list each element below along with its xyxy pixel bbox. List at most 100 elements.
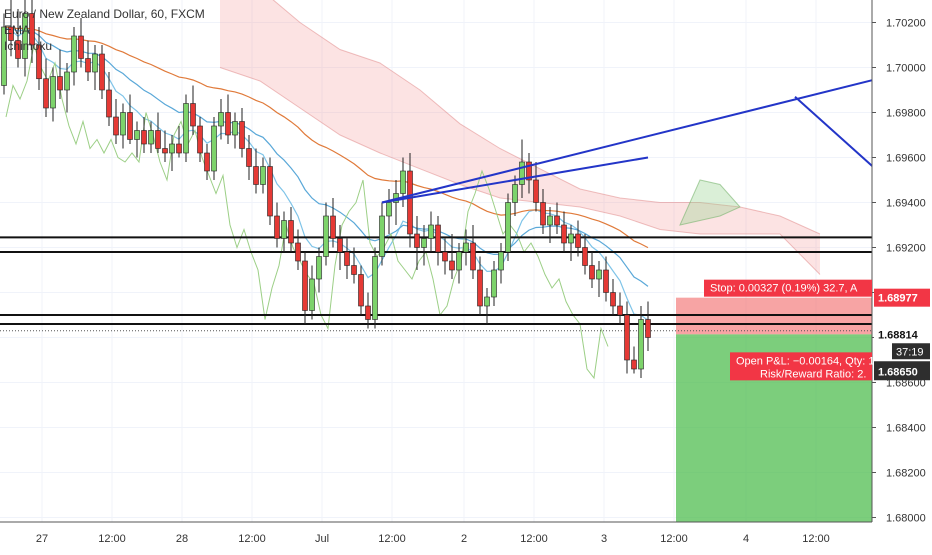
candle-body	[589, 265, 595, 280]
candle-body	[281, 220, 287, 239]
candle-body	[127, 112, 133, 140]
time-tick-label: 27	[36, 533, 48, 545]
candle-body	[505, 202, 511, 253]
price-tick-label: 1.69600	[886, 153, 926, 165]
candle-body	[120, 112, 126, 136]
candle-body	[477, 269, 483, 307]
candle-body	[239, 121, 245, 149]
time-tick-label: 12:00	[660, 533, 688, 545]
candle-body	[260, 166, 266, 185]
entry-price-tag-bg	[874, 325, 930, 344]
chart-header: Euro / New Zealand Dollar, 60, FXCM EMA …	[4, 6, 205, 54]
candle-body	[8, 26, 14, 41]
cloud-bullish	[679, 179, 741, 226]
price-tick-label: 1.68600	[886, 378, 926, 390]
candle-body	[225, 112, 231, 136]
price-axis-bg	[872, 0, 932, 550]
indicator-ema[interactable]: EMA	[4, 23, 31, 37]
candle-body	[575, 233, 581, 248]
candle-body	[113, 116, 119, 136]
candle-body	[267, 166, 273, 217]
last-price-tag-bg	[874, 361, 930, 381]
candle-body	[358, 274, 364, 307]
candle-body	[274, 215, 280, 239]
candle-body	[498, 251, 504, 271]
trendline-rising-wedge-top[interactable]	[381, 68, 915, 204]
candle-body	[29, 13, 35, 46]
entry-price-tag: 1.68814	[878, 329, 919, 341]
candle-body	[407, 170, 413, 235]
candle-body	[190, 103, 196, 127]
candle-body	[176, 143, 182, 154]
candle-body	[204, 152, 210, 172]
candle-body	[106, 89, 112, 118]
candle-body	[92, 53, 98, 73]
candle-body	[596, 269, 602, 280]
time-tick-label: 4	[743, 533, 749, 545]
candle-body	[400, 170, 406, 194]
candle-body	[617, 305, 623, 316]
pnl-label-bg	[730, 352, 872, 381]
candle-body	[162, 148, 168, 154]
candle-body	[43, 78, 49, 109]
candle-body	[330, 215, 336, 239]
candle-body	[22, 13, 28, 59]
candles	[1, 0, 651, 378]
price-tick-label: 1.70000	[886, 63, 926, 75]
chart-title: Euro / New Zealand Dollar, 60, FXCM	[4, 7, 205, 21]
time-tick-label: 12:00	[802, 533, 830, 545]
stop-zone[interactable]	[676, 297, 872, 335]
candle-body	[540, 202, 546, 226]
candle-body	[323, 215, 329, 257]
candle-body	[456, 251, 462, 271]
candle-body	[547, 215, 553, 226]
candle-body	[533, 179, 539, 203]
candle-body	[554, 215, 560, 226]
price-tick-label: 1.68400	[886, 423, 926, 435]
position-labels: Stop: 0.00327 (0.19%) 32.7, A Open P&L: −…	[704, 279, 875, 381]
candle-body	[288, 220, 294, 244]
trendlines[interactable]	[381, 68, 932, 399]
candle-body	[197, 125, 203, 154]
candle-body	[218, 112, 224, 127]
candle-body	[211, 125, 217, 172]
candle-body	[582, 247, 588, 266]
candle-body	[428, 224, 434, 239]
time-tick-label: 12:00	[98, 533, 126, 545]
candle-body	[169, 143, 175, 154]
candle-body	[309, 278, 315, 311]
rr-label: Risk/Reward Ratio: 2.	[760, 368, 866, 380]
time-tick-label: 12:00	[238, 533, 266, 545]
cloud-bearish	[220, 0, 820, 275]
candle-body	[295, 242, 301, 262]
candle-body	[372, 256, 378, 320]
time-tick-label: 12:00	[378, 533, 406, 545]
price-tick-label: 1.69400	[886, 198, 926, 210]
trendline-falling-line[interactable]	[794, 96, 932, 399]
senkou-b	[219, 67, 821, 275]
candle-body	[50, 76, 56, 109]
candle-body	[15, 40, 21, 59]
senkou-a	[272, 0, 821, 235]
candle-body	[624, 314, 630, 361]
candle-body	[253, 166, 259, 185]
candle-body	[64, 71, 70, 91]
candle-body	[344, 251, 350, 266]
candle-body	[561, 224, 567, 244]
candle-body	[512, 184, 518, 203]
candle-body	[421, 238, 427, 248]
candle-body	[645, 319, 651, 338]
candle-body	[386, 202, 392, 217]
candle-body	[603, 269, 609, 293]
candle-body	[155, 130, 161, 149]
position-tool[interactable]	[676, 297, 872, 522]
trendline-lower-rise[interactable]	[381, 156, 649, 204]
indicator-ichimoku[interactable]: Ichimoku	[4, 39, 53, 53]
candle-body	[568, 233, 574, 244]
candle-body	[491, 269, 497, 298]
candle-body	[141, 130, 147, 145]
price-tick-label: 1.69200	[886, 243, 926, 255]
candle-body	[463, 242, 469, 253]
